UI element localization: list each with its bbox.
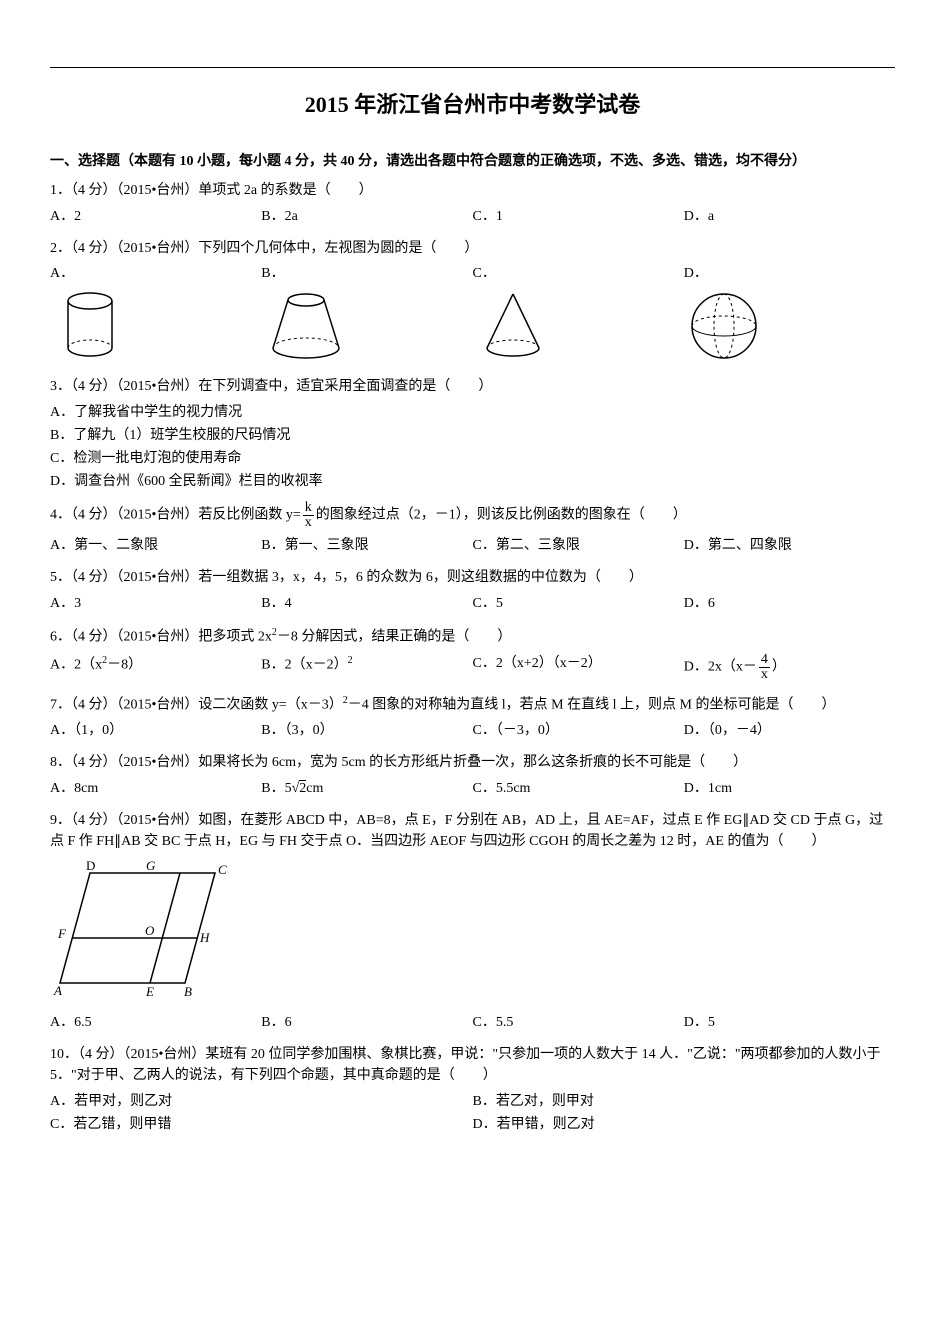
q5-opt-a: A．3 — [50, 592, 261, 615]
svg-text:O: O — [145, 923, 155, 938]
q6-opt-d: D．2x（x－4x） — [684, 652, 895, 683]
q4-stem: 4．（4 分）（2015•台州）若反比例函数 y=kx的图象经过点（2，－1），… — [50, 501, 895, 530]
q4-opt-c: C．第二、三象限 — [473, 534, 684, 557]
q6-opt-a: A．2（x2－8） — [50, 652, 261, 683]
q9-options: A．6.5 B．6 C．5.5 D．5 — [50, 1011, 895, 1034]
q8-opt-c: C．5.5cm — [473, 777, 684, 800]
svg-text:H: H — [199, 930, 210, 945]
q3-opt-c: C．检测一批电灯泡的使用寿命 — [50, 447, 895, 470]
q9-diagram: D G C F O H A E B — [50, 858, 895, 1005]
q10-options: A．若甲对，则乙对 B．若乙对，则甲对 C．若乙错，则甲错 D．若甲错，则乙对 — [50, 1090, 895, 1136]
q4-opt-b: B．第一、三象限 — [261, 534, 472, 557]
svg-text:F: F — [57, 926, 67, 941]
q5-options: A．3 B．4 C．5 D．6 — [50, 592, 895, 615]
svg-text:G: G — [146, 858, 156, 873]
q9-opt-b: B．6 — [261, 1011, 472, 1034]
svg-text:B: B — [184, 984, 192, 998]
q2-opt-d: D． — [684, 263, 895, 284]
q6-stem: 6．（4 分）（2015•台州）把多项式 2x2－8 分解因式，结果正确的是（ … — [50, 625, 895, 648]
q2-opt-b: B． — [261, 263, 472, 284]
q4-stem-a: 4．（4 分）（2015•台州）若反比例函数 y= — [50, 508, 301, 523]
q3-opt-d: D．调查台州《600 全民新闻》栏目的收视率 — [50, 470, 895, 493]
q3-options: A．了解我省中学生的视力情况 B．了解九（1）班学生校服的尺码情况 C．检测一批… — [50, 401, 895, 493]
fraction-icon: 4x — [759, 653, 770, 682]
q7-opt-d: D．（0，－4） — [684, 719, 895, 742]
q10-opt-c: C．若乙错，则甲错 — [50, 1113, 473, 1136]
q2-stem: 2．（4 分）（2015•台州）下列四个几何体中，左视图为圆的是（ ） — [50, 238, 895, 259]
q1-opt-a: A．2 — [50, 205, 261, 228]
q6-stem-b: －8 分解因式，结果正确的是（ ） — [277, 630, 512, 645]
frustum-icon — [261, 286, 351, 366]
q5-opt-d: D．6 — [684, 592, 895, 615]
q3-opt-a: A．了解我省中学生的视力情况 — [50, 401, 895, 424]
q4-opt-a: A．第一、二象限 — [50, 534, 261, 557]
q2-opt-a: A． — [50, 263, 261, 284]
q5-stem: 5．（4 分）（2015•台州）若一组数据 3，x，4，5，6 的众数为 6，则… — [50, 567, 895, 588]
q10-opt-a: A．若甲对，则乙对 — [50, 1090, 473, 1113]
svg-text:A: A — [53, 983, 62, 998]
sphere-icon — [684, 286, 764, 366]
q6-stem-a: 6．（4 分）（2015•台州）把多项式 2x — [50, 630, 272, 645]
q6-options: A．2（x2－8） B．2（x－2）2 C．2（x+2）（x－2） D．2x（x… — [50, 652, 895, 683]
q4-options: A．第一、二象限 B．第一、三象限 C．第二、三象限 D．第二、四象限 — [50, 534, 895, 557]
q1-opt-c: C．1 — [473, 205, 684, 228]
svg-text:C: C — [218, 862, 227, 877]
q2-options: A． B． C． D． — [50, 263, 895, 366]
q7-options: A．（1，0） B．（3，0） C．（－3，0） D．（0，－4） — [50, 719, 895, 742]
q6-opt-b: B．2（x－2）2 — [261, 652, 472, 683]
q7-opt-c: C．（－3，0） — [473, 719, 684, 742]
section-header: 一、选择题（本题有 10 小题，每小题 4 分，共 40 分，请选出各题中符合题… — [50, 151, 895, 172]
q7-opt-a: A．（1，0） — [50, 719, 261, 742]
q9-opt-a: A．6.5 — [50, 1011, 261, 1034]
q8-stem: 8．（4 分）（2015•台州）如果将长为 6cm，宽为 5cm 的长方形纸片折… — [50, 752, 895, 773]
q9-opt-c: C．5.5 — [473, 1011, 684, 1034]
svg-text:E: E — [145, 984, 154, 998]
q9-opt-d: D．5 — [684, 1011, 895, 1034]
q10-stem: 10．（4 分）（2015•台州）某班有 20 位同学参加围棋、象棋比赛，甲说：… — [50, 1044, 895, 1086]
page-title: 2015 年浙江省台州市中考数学试卷 — [50, 88, 895, 121]
q4-stem-b: 的图象经过点（2，－1），则该反比例函数的图象在（ ） — [316, 508, 687, 523]
q3-opt-b: B．了解九（1）班学生校服的尺码情况 — [50, 424, 895, 447]
q5-opt-b: B．4 — [261, 592, 472, 615]
q1-stem: 1．（4 分）（2015•台州）单项式 2a 的系数是（ ） — [50, 180, 895, 201]
q6-opt-c: C．2（x+2）（x－2） — [473, 652, 684, 683]
q9-stem: 9．（4 分）（2015•台州）如图，在菱形 ABCD 中，AB=8，点 E，F… — [50, 810, 895, 852]
q7-stem: 7．（4 分）（2015•台州）设二次函数 y=（x－3）2－4 图象的对称轴为… — [50, 693, 895, 716]
q4-opt-d: D．第二、四象限 — [684, 534, 895, 557]
svg-text:D: D — [86, 858, 95, 873]
q8-options: A．8cm B．5√2cm C．5.5cm D．1cm — [50, 777, 895, 800]
q1-opt-d: D．a — [684, 205, 895, 228]
q1-opt-b: B．2a — [261, 205, 472, 228]
q10-opt-b: B．若乙对，则甲对 — [473, 1090, 896, 1113]
q5-opt-c: C．5 — [473, 592, 684, 615]
q7-opt-b: B．（3，0） — [261, 719, 472, 742]
q3-stem: 3．（4 分）（2015•台州）在下列调查中，适宜采用全面调查的是（ ） — [50, 376, 895, 397]
q7-stem-b: －4 图象的对称轴为直线 l，若点 M 在直线 l 上，则点 M 的坐标可能是（… — [348, 697, 836, 712]
q8-opt-d: D．1cm — [684, 777, 895, 800]
cylinder-icon — [50, 286, 130, 366]
cone-icon — [473, 286, 553, 366]
q10-opt-d: D．若甲错，则乙对 — [473, 1113, 896, 1136]
fraction-icon: kx — [303, 501, 314, 530]
q1-options: A．2 B．2a C．1 D．a — [50, 205, 895, 228]
q2-opt-c: C． — [473, 263, 684, 284]
q8-opt-a: A．8cm — [50, 777, 261, 800]
q7-stem-a: 7．（4 分）（2015•台州）设二次函数 y=（x－3） — [50, 697, 343, 712]
q8-opt-b: B．5√2cm — [261, 777, 472, 800]
